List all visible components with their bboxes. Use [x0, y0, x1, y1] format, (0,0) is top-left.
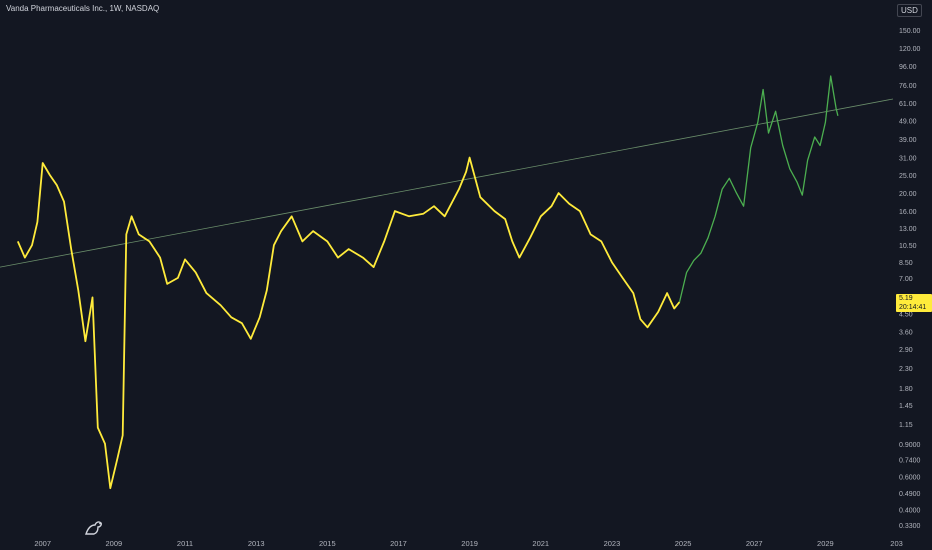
price-tick-label: 76.00	[899, 83, 917, 90]
time-tick-label: 2009	[106, 539, 123, 548]
price-tick-label: 61.00	[899, 101, 917, 108]
price-tick-label: 96.00	[899, 64, 917, 71]
last-price-value: 5.19	[899, 295, 913, 302]
time-tick-label: 2015	[319, 539, 336, 548]
price-tick-label: 13.00	[899, 226, 917, 233]
time-tick-label: 2027	[746, 539, 763, 548]
time-tick-label: 2023	[604, 539, 621, 548]
price-tick-label: 7.00	[899, 276, 913, 283]
price-tick-label: 2.30	[899, 366, 913, 373]
price-projection-line[interactable]	[678, 75, 839, 303]
price-tick-label: 0.4900	[899, 491, 921, 498]
time-tick-label: 2011	[177, 539, 193, 548]
price-tick-label: 0.6000	[899, 475, 921, 482]
price-tick-label: 31.00	[899, 156, 917, 163]
price-tick-label: 10.50	[899, 243, 917, 250]
currency-button[interactable]: USD	[897, 4, 922, 17]
time-tick-label: 2019	[461, 539, 478, 548]
time-axis-band	[0, 531, 932, 550]
time-tick-label: 2021	[532, 539, 549, 548]
bar-countdown: 20:14:41	[899, 304, 927, 311]
series-layer	[16, 75, 839, 490]
price-tick-label: 0.9000	[899, 442, 921, 449]
price-tick-label: 150.00	[899, 28, 921, 35]
time-tick-label: 2025	[675, 539, 692, 548]
price-tick-label: 1.15	[899, 422, 913, 429]
price-tick-label: 120.00	[899, 46, 921, 53]
price-tick-label: 1.80	[899, 386, 913, 393]
time-tick-label: 2017	[390, 539, 407, 548]
time-tick-label: 2007	[34, 539, 51, 548]
price-tick-label: 25.00	[899, 173, 917, 180]
tradingview-logo-icon[interactable]	[84, 519, 106, 537]
price-tick-label: 8.50	[899, 260, 913, 267]
price-tick-label: 2.90	[899, 347, 913, 354]
price-tick-label: 16.00	[899, 209, 917, 216]
trend-line-layer	[0, 98, 894, 268]
time-tick-label: 2013	[248, 539, 265, 548]
last-price-label: 5.19 20:14:41	[896, 294, 932, 312]
price-tick-label: 0.3300	[899, 523, 921, 530]
price-tick-label: 4.50	[899, 312, 913, 319]
price-tick-label: 20.00	[899, 191, 917, 198]
price-tick-label: 3.60	[899, 330, 913, 337]
price-tick-label: 39.00	[899, 137, 917, 144]
price-axis[interactable]: 150.00 120.00 96.00 76.00 61.00 49.00 39.00 31.…	[899, 28, 921, 530]
price-tick-label: 0.4000	[899, 507, 921, 514]
trend-line[interactable]	[0, 98, 894, 268]
chart-title: Vanda Pharmaceuticals Inc., 1W, NASDAQ	[6, 4, 160, 13]
price-tick-label: 1.45	[899, 403, 913, 410]
price-tick-label: 49.00	[899, 119, 917, 126]
price-history-line[interactable]	[16, 156, 681, 490]
price-tick-label: 0.7400	[899, 458, 921, 465]
time-tick-label: 2029	[817, 539, 834, 548]
time-tick-label: 203	[890, 539, 903, 548]
